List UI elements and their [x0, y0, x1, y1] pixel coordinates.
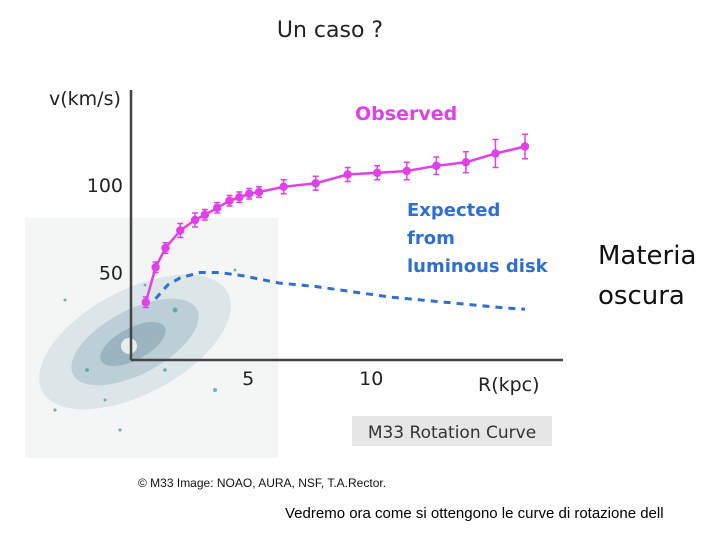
y-tick-label: 100: [87, 175, 123, 197]
x-tick-label: 10: [359, 368, 383, 390]
dark-matter-note-line1: Materia: [598, 241, 697, 271]
observed-point: [176, 226, 185, 235]
observed-point: [461, 158, 471, 167]
observed-point: [311, 179, 320, 188]
rotation-curve-chart: 50 100 5 10 v(km/s) R(kpc) Observed Expected fro…: [25, 88, 563, 458]
observed-point: [432, 161, 441, 170]
dark-matter-note-line2: oscura: [598, 281, 685, 311]
observed-point: [212, 203, 222, 212]
observed-point: [245, 189, 254, 198]
rotation-curve-figure: 50 100 5 10 v(km/s) R(kpc) Observed Expected fro…: [25, 70, 585, 470]
observed-point: [520, 142, 530, 151]
expected-curve-line: [154, 271, 526, 311]
observed-point: [373, 168, 382, 177]
observed-point: [200, 210, 210, 219]
footer-text: Vedremo ora come si ottengono le curve d…: [285, 505, 664, 522]
observed-point: [141, 298, 150, 307]
y-tick-label: 50: [99, 263, 123, 285]
slide-title: Un caso ?: [276, 18, 384, 43]
y-axis-label: v(km/s): [49, 88, 121, 110]
observed-point: [254, 187, 264, 197]
image-credit: © M33 Image: NOAO, AURA, NSF, T.A.Rector…: [138, 476, 387, 490]
expected-annotation-line2: from: [407, 228, 455, 249]
observed-point: [161, 243, 170, 253]
observed-point: [151, 263, 160, 272]
expected-annotation-line1: Expected: [407, 200, 500, 221]
observed-point: [491, 149, 500, 158]
galaxy-photo: [25, 218, 278, 458]
observed-annotation: Observed: [355, 103, 457, 125]
chart-title: M33 Rotation Curve: [368, 423, 536, 443]
observed-point: [402, 166, 411, 176]
x-tick-label: 5: [242, 368, 254, 390]
expected-annotation-line3: luminous disk: [407, 256, 549, 277]
observed-point: [343, 170, 352, 179]
observed-point: [279, 182, 288, 191]
observed-point: [190, 215, 200, 225]
observed-point: [235, 193, 244, 202]
x-axis-label: R(kpc): [478, 374, 540, 396]
dark-matter-note: Materia oscura: [598, 236, 718, 316]
chart-caption-box: [352, 416, 552, 446]
observed-point: [225, 196, 234, 205]
